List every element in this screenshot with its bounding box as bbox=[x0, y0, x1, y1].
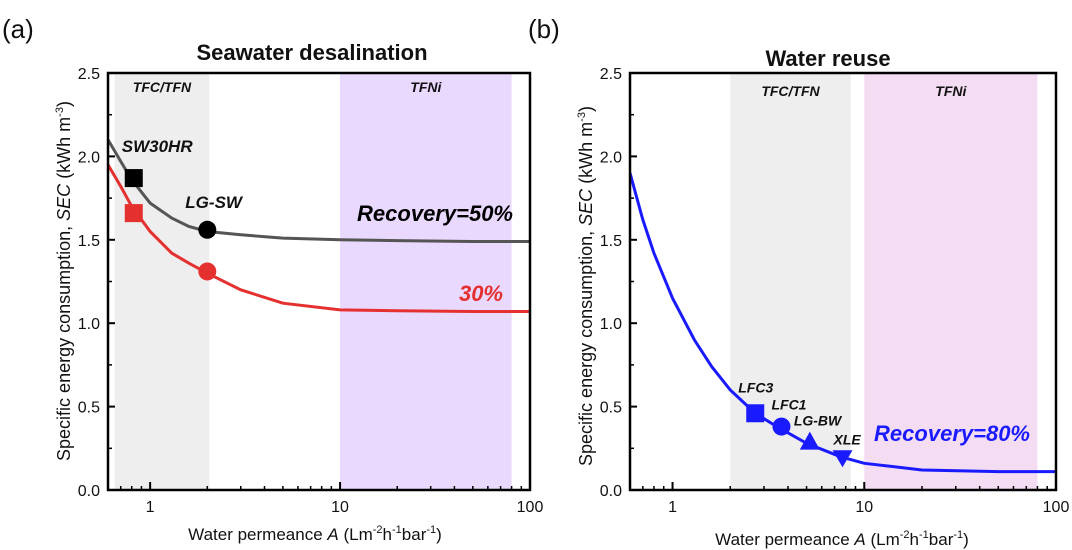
data-point-square bbox=[124, 169, 143, 188]
region-label: TFNi bbox=[410, 79, 442, 95]
panel-tag: (a) bbox=[2, 14, 34, 44]
region-label: TFNi bbox=[935, 83, 967, 99]
region-label: TFC/TFN bbox=[761, 83, 820, 99]
data-label: XLE bbox=[833, 431, 862, 447]
y-tick-label: 2.0 bbox=[78, 149, 100, 166]
series-annotation: 30% bbox=[459, 281, 503, 306]
panel-b: (b) Water reuse Specific energy consumpt… bbox=[528, 14, 1069, 549]
y-tick-label: 0.0 bbox=[600, 483, 622, 500]
y-tick-label: 1.0 bbox=[600, 316, 622, 333]
y-tick-label: 0.5 bbox=[78, 400, 100, 417]
data-point-circle bbox=[772, 417, 791, 436]
chart-title: Water reuse bbox=[765, 46, 890, 71]
y-tick-label: 1.0 bbox=[78, 316, 100, 333]
y-tick-label: 2.5 bbox=[600, 66, 622, 83]
data-point-circle bbox=[198, 262, 217, 281]
plot-area: TFC/TFN TFNi SW30HR LG-SW Recovery=50% 30% 0.0… bbox=[78, 66, 544, 516]
data-point-circle bbox=[198, 220, 217, 239]
y-axis-label: Specific energy consumption, SEC (kWh m-… bbox=[576, 106, 596, 466]
data-point-square bbox=[124, 204, 143, 223]
x-axis-label: Water permeance A (Lm-2h-1bar-1) bbox=[188, 524, 442, 544]
region-band bbox=[864, 73, 1038, 490]
panel-tag: (b) bbox=[528, 14, 560, 44]
data-point-triangle-down bbox=[832, 450, 853, 468]
y-tick-label: 0.5 bbox=[600, 400, 622, 417]
data-label: SW30HR bbox=[122, 137, 194, 156]
y-tick-label: 1.5 bbox=[78, 233, 100, 250]
series-annotation: Recovery=50% bbox=[357, 201, 513, 226]
chart-title: Seawater desalination bbox=[196, 40, 427, 65]
data-label: LFC1 bbox=[771, 397, 806, 413]
x-tick-label: 10 bbox=[855, 499, 873, 516]
data-point-triangle-up bbox=[799, 431, 820, 450]
y-tick-label: 0.0 bbox=[78, 483, 100, 500]
y-tick-label: 1.5 bbox=[600, 233, 622, 250]
x-tick-label: 100 bbox=[1043, 499, 1070, 516]
x-tick-label: 10 bbox=[331, 499, 349, 516]
region-band bbox=[340, 73, 512, 490]
y-axis-label: Specific energy consumption, SEC (kWh m-… bbox=[54, 101, 74, 461]
y-tick-label: 2.5 bbox=[78, 66, 100, 83]
region-label: TFC/TFN bbox=[133, 79, 192, 95]
data-label: LG-BW bbox=[794, 413, 843, 429]
data-label: LFC3 bbox=[738, 379, 773, 395]
x-tick-label: 100 bbox=[517, 499, 544, 516]
x-tick-label: 1 bbox=[146, 499, 155, 516]
data-label: LG-SW bbox=[185, 193, 244, 212]
x-axis-label: Water permeance A (Lm-2h-1bar-1) bbox=[715, 529, 969, 549]
y-tick-label: 2.0 bbox=[600, 149, 622, 166]
series-annotation: Recovery=80% bbox=[874, 421, 1030, 446]
x-tick-label: 1 bbox=[668, 499, 677, 516]
region-band bbox=[114, 73, 210, 490]
data-point-square bbox=[746, 404, 765, 423]
panel-a: (a) Seawater desalination Specific energ… bbox=[2, 14, 543, 544]
